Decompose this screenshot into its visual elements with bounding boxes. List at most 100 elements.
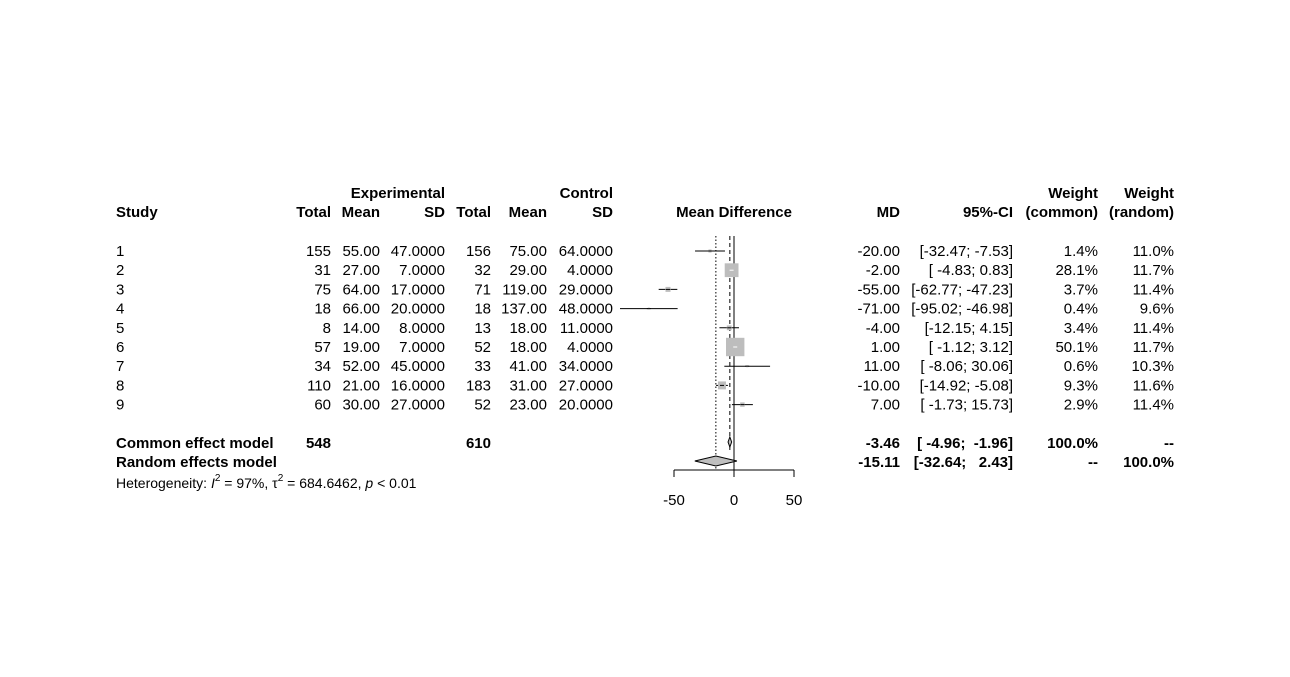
study-w-random: 11.6% xyxy=(1133,377,1174,394)
col-ci: 95%-CI xyxy=(963,204,1013,221)
study-ci: [-12.15; 4.15] xyxy=(925,320,1013,337)
study-exp-total: 31 xyxy=(314,262,331,279)
study-exp-mean: 55.00 xyxy=(342,243,380,260)
common-ci: [ -4.96; -1.96] xyxy=(917,435,1013,452)
study-ctl-total: 13 xyxy=(474,320,491,337)
col-weight-common-2: (common) xyxy=(1026,204,1099,221)
het-tau-sup: 2 xyxy=(278,473,284,484)
study-ctl-mean: 41.00 xyxy=(509,358,547,375)
study-ci: [-62.77; -47.23] xyxy=(911,281,1013,298)
col-exp-total: Total xyxy=(296,204,331,221)
study-ctl-mean: 29.00 xyxy=(509,262,547,279)
study-w-common: 3.7% xyxy=(1064,281,1098,298)
het-tau-value: = 684.6462, xyxy=(283,475,365,491)
col-ctl-total: Total xyxy=(456,204,491,221)
study-exp-sd: 7.0000 xyxy=(399,262,445,279)
x-tick-label: 0 xyxy=(730,492,738,509)
study-ctl-mean: 23.00 xyxy=(509,397,547,414)
random-md: -15.11 xyxy=(858,454,900,471)
random-ci: [-32.64; 2.43] xyxy=(914,454,1013,471)
study-exp-sd: 8.0000 xyxy=(399,320,445,337)
study-md: -2.00 xyxy=(866,262,900,279)
study-exp-total: 57 xyxy=(314,339,331,356)
study-study: 1 xyxy=(116,243,124,260)
study-exp-mean: 64.00 xyxy=(342,281,380,298)
study-exp-sd: 7.0000 xyxy=(399,339,445,356)
x-tick-label: -50 xyxy=(663,492,685,509)
col-weight-random-1: Weight xyxy=(1124,185,1174,202)
study-w-random: 11.4% xyxy=(1133,320,1174,337)
study-exp-total: 155 xyxy=(306,243,331,260)
study-study: 3 xyxy=(116,281,124,298)
study-ctl-sd: 20.0000 xyxy=(559,397,613,414)
study-ci: [ -8.06; 30.06] xyxy=(920,358,1013,375)
study-md: -4.00 xyxy=(866,320,900,337)
study-w-random: 11.7% xyxy=(1133,262,1174,279)
random-label: Random effects model xyxy=(116,454,277,471)
study-ctl-mean: 137.00 xyxy=(501,301,547,318)
study-ctl-total: 52 xyxy=(474,397,491,414)
study-exp-mean: 30.00 xyxy=(342,397,380,414)
study-ctl-sd: 27.0000 xyxy=(559,377,613,394)
study-w-random: 11.4% xyxy=(1133,397,1174,414)
col-weight-random-2: (random) xyxy=(1109,204,1174,221)
study-exp-sd: 17.0000 xyxy=(391,281,445,298)
study-md: -55.00 xyxy=(857,281,900,298)
het-i-sup: 2 xyxy=(215,473,221,484)
x-axis: -50 0 50 xyxy=(663,469,802,509)
study-md: -10.00 xyxy=(857,377,900,394)
study-ctl-sd: 34.0000 xyxy=(559,358,613,375)
study-w-common: 3.4% xyxy=(1064,320,1098,337)
study-ci: [ -1.12; 3.12] xyxy=(929,339,1013,356)
study-ctl-mean: 18.00 xyxy=(509,339,547,356)
study-study: 6 xyxy=(116,339,124,356)
study-ci: [ -4.83; 0.83] xyxy=(929,262,1013,279)
col-ctl-sd: SD xyxy=(592,204,613,221)
common-weight-common: 100.0% xyxy=(1047,435,1098,452)
study-ctl-total: 32 xyxy=(474,262,491,279)
study-study: 2 xyxy=(116,262,124,279)
col-exp-mean: Mean xyxy=(342,204,380,221)
study-exp-mean: 21.00 xyxy=(342,377,380,394)
col-study: Study xyxy=(116,204,158,221)
study-w-common: 28.1% xyxy=(1055,262,1098,279)
study-ctl-sd: 4.0000 xyxy=(567,262,613,279)
study-ci: [ -1.73; 15.73] xyxy=(920,397,1013,414)
common-diamond xyxy=(727,435,733,449)
study-exp-total: 110 xyxy=(307,377,331,394)
common-weight-random: -- xyxy=(1164,435,1174,452)
study-w-random: 11.0% xyxy=(1133,243,1174,260)
study-w-random: 11.4% xyxy=(1133,281,1174,298)
study-ctl-sd: 11.0000 xyxy=(560,320,613,337)
study-study: 8 xyxy=(116,377,124,394)
random-weight-random: 100.0% xyxy=(1123,454,1174,471)
col-md: MD xyxy=(877,204,900,221)
experimental-header: Experimental xyxy=(351,185,445,202)
study-ctl-total: 183 xyxy=(466,377,491,394)
study-ctl-total: 18 xyxy=(474,301,491,318)
het-i-value: = 97%, xyxy=(220,475,272,491)
study-ctl-sd: 4.0000 xyxy=(567,339,613,356)
study-ctl-total: 156 xyxy=(466,243,491,260)
het-p-symbol: p xyxy=(364,475,373,491)
study-w-common: 2.9% xyxy=(1064,397,1098,414)
study-study: 7 xyxy=(116,358,124,375)
common-exp-total: 548 xyxy=(306,435,331,452)
study-exp-total: 8 xyxy=(323,320,331,337)
study-study: 4 xyxy=(116,301,124,318)
study-ctl-sd: 64.0000 xyxy=(559,243,613,260)
study-ctl-total: 71 xyxy=(474,281,491,298)
study-w-common: 9.3% xyxy=(1064,377,1098,394)
study-ctl-sd: 48.0000 xyxy=(559,301,613,318)
het-tau-symbol: τ xyxy=(272,475,278,491)
study-md: 11.00 xyxy=(864,358,900,375)
het-i-symbol: I xyxy=(211,475,215,491)
study-ctl-mean: 119.00 xyxy=(502,281,547,298)
study-md: -71.00 xyxy=(857,301,900,318)
study-exp-mean: 52.00 xyxy=(342,358,380,375)
study-study: 9 xyxy=(116,397,124,414)
col-weight-common-1: Weight xyxy=(1048,185,1098,202)
study-exp-mean: 19.00 xyxy=(342,339,380,356)
